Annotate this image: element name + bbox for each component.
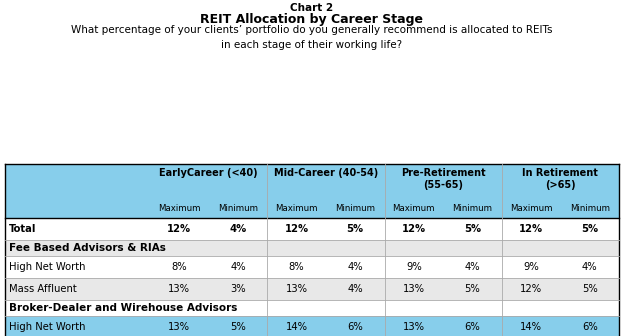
Text: 12%: 12% [519,224,543,234]
Text: Broker-Dealer and Wirehouse Advisors: Broker-Dealer and Wirehouse Advisors [9,303,237,313]
Text: EarlyCareer (<40): EarlyCareer (<40) [159,168,258,178]
Text: 12%: 12% [520,284,542,294]
Text: 5%: 5% [230,322,246,332]
Text: 9%: 9% [406,262,422,272]
Text: 13%: 13% [403,284,425,294]
Text: Mid-Career (40-54): Mid-Career (40-54) [274,168,378,178]
Text: What percentage of your clients’ portfolio do you generally recommend is allocat: What percentage of your clients’ portfol… [71,25,553,50]
Bar [5,164,619,218]
Text: 6%: 6% [582,322,598,332]
Text: 5%: 5% [582,284,598,294]
Text: 5%: 5% [581,224,598,234]
Text: 9%: 9% [523,262,539,272]
Text: 6%: 6% [464,322,480,332]
Text: Minimum: Minimum [452,204,492,213]
Text: 14%: 14% [286,322,308,332]
Text: 8%: 8% [172,262,187,272]
Text: Minimum: Minimum [218,204,258,213]
Bar [5,218,619,240]
Text: 13%: 13% [168,322,190,332]
Text: Fee Based Advisors & RIAs: Fee Based Advisors & RIAs [9,243,166,253]
Text: Maximum: Maximum [392,204,435,213]
Text: 13%: 13% [168,284,190,294]
Text: 4%: 4% [229,224,246,234]
Text: 3%: 3% [230,284,246,294]
Text: 4%: 4% [230,262,246,272]
Bar [5,256,619,278]
Text: Maximum: Maximum [158,204,200,213]
Text: REIT Allocation by Career Stage: REIT Allocation by Career Stage [200,13,424,26]
Text: 13%: 13% [403,322,425,332]
Text: 6%: 6% [348,322,363,332]
Text: 8%: 8% [289,262,305,272]
Text: 5%: 5% [464,284,480,294]
Bar [5,316,619,336]
Text: Mass Affluent: Mass Affluent [9,284,77,294]
Text: 12%: 12% [167,224,192,234]
Text: 14%: 14% [520,322,542,332]
Text: Maximum: Maximum [510,204,552,213]
Text: High Net Worth: High Net Worth [9,322,85,332]
Text: 4%: 4% [582,262,598,272]
Text: 12%: 12% [402,224,426,234]
Text: 13%: 13% [286,284,308,294]
Text: 4%: 4% [348,284,363,294]
Text: Total: Total [9,224,36,234]
Bar [5,300,619,316]
Text: 5%: 5% [346,224,364,234]
Text: Maximum: Maximum [275,204,318,213]
Text: 12%: 12% [285,224,309,234]
Text: Minimum: Minimum [335,204,375,213]
Bar [5,278,619,300]
Text: 5%: 5% [464,224,481,234]
Text: High Net Worth: High Net Worth [9,262,85,272]
Text: Minimum: Minimum [570,204,610,213]
Text: 4%: 4% [348,262,363,272]
Bar [5,240,619,256]
Text: Chart 2: Chart 2 [290,3,334,13]
Text: 4%: 4% [465,262,480,272]
Text: Pre-Retirement
(55-65): Pre-Retirement (55-65) [401,168,485,190]
Text: In Retirement
(>65): In Retirement (>65) [522,168,598,190]
